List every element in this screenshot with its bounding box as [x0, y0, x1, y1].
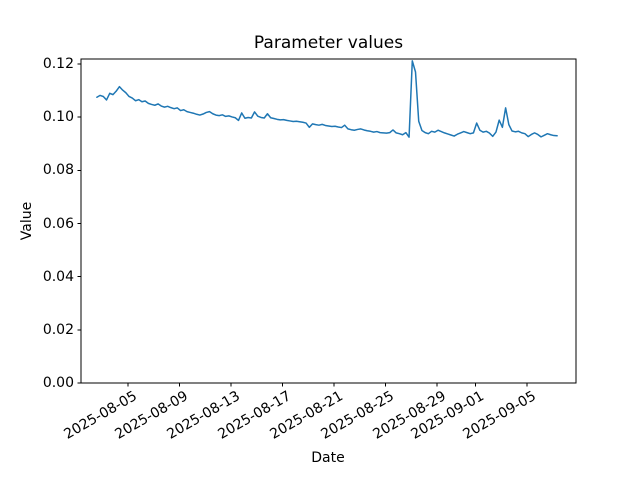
y-tick-label: 0.10 — [42, 109, 74, 126]
y-tick-label: 0.02 — [42, 321, 74, 338]
y-tick-label: 0.04 — [42, 268, 74, 285]
y-tick-label: 0.00 — [42, 375, 74, 391]
chart-title: Parameter values — [253, 33, 404, 53]
axes-spines — [80, 58, 577, 384]
y-tick-label: 0.06 — [42, 215, 74, 232]
y-axis-label: Value — [19, 201, 35, 241]
y-tick-label: 0.08 — [42, 162, 74, 179]
data-series-line — [96, 60, 558, 138]
y-tick-label: 0.12 — [42, 56, 74, 73]
x-axis-label: Date — [311, 450, 345, 466]
